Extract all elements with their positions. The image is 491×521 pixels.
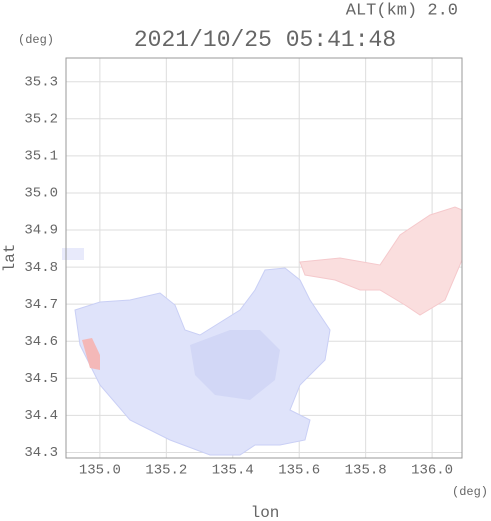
x-tick-label: 135.0 [79,463,121,479]
chart-title: 2021/10/25 05:41:48 [134,27,396,53]
x-tick-label: 135.4 [212,463,254,479]
receding-core [82,338,100,370]
x-tick-label: 135.2 [145,463,187,479]
y-unit: (deg) [18,33,54,47]
velocity-field [62,206,463,456]
y-tick-label: 34.6 [24,334,58,350]
y-tick-label: 35.3 [24,74,58,90]
y-tick-label: 34.8 [24,260,58,276]
approaching-core [190,330,280,400]
y-tick-label: 35.0 [24,186,58,202]
plot-frame [65,57,463,459]
x-axis-label: lon [251,504,280,521]
x-tick-label: 135.8 [345,463,387,479]
y-tick-label: 34.7 [24,297,58,313]
y-tick-label: 35.2 [24,112,58,128]
x-tick-label: 135.6 [278,463,320,479]
y-tick-label: 34.9 [24,223,58,239]
y-tick-label: 34.4 [24,408,58,424]
y-tick-label: 35.1 [24,149,58,165]
y-tick-label: 34.5 [24,371,58,387]
y-axis-label: lat [1,244,19,273]
approaching-patch [62,248,84,260]
x-tick-label: 136.0 [411,463,453,479]
receding-area [299,206,463,316]
x-unit: (deg) [452,485,488,499]
y-tick-label: 34.3 [24,445,58,461]
chart-subtitle: ALT(km) 2.0 [346,1,458,20]
